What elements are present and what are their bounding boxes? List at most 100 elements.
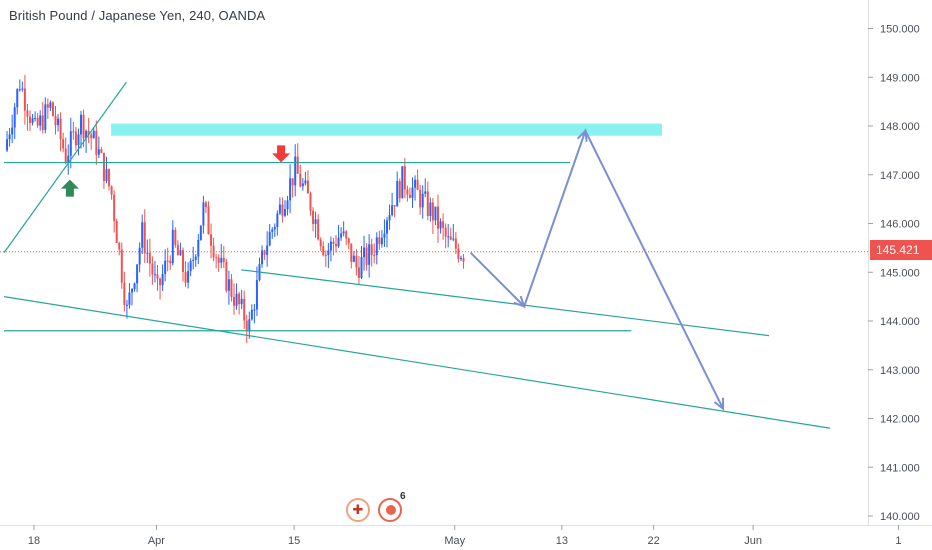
candle-body: [312, 210, 315, 225]
candle-body: [21, 88, 24, 90]
price-tick-label: 144.000: [880, 316, 920, 328]
candle-body: [171, 229, 174, 264]
candle-body: [352, 255, 355, 262]
candle-body: [67, 155, 70, 163]
candle-body: [238, 293, 241, 305]
candle-body: [306, 180, 309, 194]
candle-body: [454, 238, 457, 249]
candle-body: [192, 259, 195, 261]
candle-body: [179, 250, 182, 256]
candle-body: [411, 187, 414, 198]
candle-body: [113, 194, 116, 221]
candle-body: [13, 107, 16, 128]
candle-body: [403, 166, 406, 190]
candle-body: [143, 222, 146, 254]
candle-body: [375, 237, 378, 256]
candle-body: [386, 220, 388, 234]
candle-body: [365, 247, 368, 265]
candle-body: [355, 255, 358, 268]
candle-body: [406, 189, 409, 195]
candle-body: [447, 236, 450, 238]
time-axis[interactable]: 18 Apr 15 May 13 22 Jun 1: [28, 525, 902, 547]
candle-body: [148, 252, 151, 264]
resistance-zone: [111, 123, 662, 136]
uk-flag-icon[interactable]: ✚: [346, 498, 370, 522]
candle-body: [100, 149, 103, 153]
candle-body: [304, 180, 307, 184]
economic-events-icon[interactable]: 6: [378, 491, 406, 522]
candle-body: [212, 245, 215, 258]
candle-body: [176, 244, 179, 256]
candle-body: [34, 117, 37, 119]
candle-body: [74, 131, 77, 146]
events-count: 6: [400, 491, 406, 502]
candle-body: [350, 243, 353, 262]
candle-body: [41, 115, 44, 130]
candle-body: [342, 231, 345, 234]
time-tick-label: Apr: [148, 535, 165, 547]
candle-body: [136, 264, 139, 284]
candle-body: [340, 233, 343, 238]
price-axis[interactable]: 140.000 141.000 142.000 143.000 144.000 145.0…: [868, 24, 920, 524]
candle-body: [23, 88, 26, 111]
candle-body: [64, 148, 67, 163]
candle-body: [319, 239, 322, 247]
candle-body: [187, 271, 190, 283]
candle-body: [189, 260, 192, 272]
candle-body: [59, 118, 62, 140]
candle-body: [128, 292, 131, 305]
candlestick-series: [6, 74, 465, 344]
arrowhead-icon: [576, 128, 588, 142]
candle-body: [383, 233, 386, 238]
candle-body: [416, 179, 419, 190]
candle-body: [419, 189, 422, 208]
candle-body: [296, 156, 299, 174]
candle-body: [49, 102, 52, 108]
current-price-label: 145.421: [870, 240, 932, 260]
candle-body: [199, 225, 202, 240]
candle-body: [431, 202, 434, 221]
candle-body: [131, 289, 133, 293]
candle-body: [156, 274, 159, 279]
candle-body: [261, 250, 264, 265]
candle-body: [357, 267, 360, 278]
candle-body: [233, 296, 235, 306]
candle-body: [459, 258, 462, 260]
price-tick-label: 142.000: [880, 414, 920, 426]
candle-body: [401, 166, 404, 199]
candle-body: [16, 89, 19, 108]
candle-body: [110, 186, 113, 195]
candle-body: [276, 213, 279, 227]
candle-body: [36, 117, 39, 126]
candle-body: [360, 257, 363, 278]
candle-body: [161, 274, 164, 286]
candle-body: [6, 139, 9, 151]
time-tick-label: 1: [895, 535, 901, 547]
candle-body: [102, 152, 105, 182]
candle-body: [317, 219, 320, 240]
candle-body: [250, 309, 253, 320]
candle-body: [324, 255, 327, 257]
candle-body: [268, 231, 271, 246]
time-tick-label: May: [444, 535, 465, 547]
time-tick-label: 18: [28, 535, 40, 547]
candle-body: [18, 89, 21, 91]
price-tick-label: 143.000: [880, 365, 920, 377]
candle-body: [138, 247, 141, 265]
candle-body: [82, 114, 85, 139]
candle-body: [327, 250, 330, 256]
candle-body: [57, 118, 60, 126]
candle-body: [159, 278, 162, 286]
projection-path: [469, 128, 724, 410]
candle-body: [8, 134, 11, 140]
candle-body: [207, 207, 210, 235]
candle-body: [286, 200, 289, 210]
candle-body: [439, 221, 442, 229]
candle-body: [429, 202, 432, 216]
candle-body: [414, 179, 417, 188]
candle-body: [289, 178, 292, 201]
candle-body: [222, 257, 225, 262]
candle-body: [164, 260, 167, 275]
time-tick-label: 22: [648, 535, 660, 547]
